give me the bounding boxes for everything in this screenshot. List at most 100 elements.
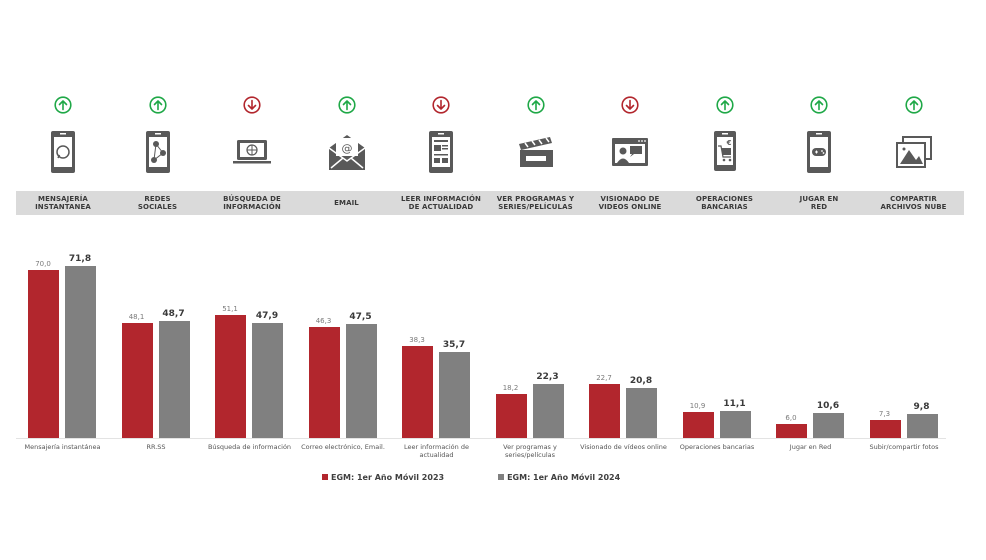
bar-2024 — [252, 323, 283, 438]
category-icon-column — [772, 96, 866, 186]
bar-2023 — [121, 322, 153, 438]
value-label-2023: 18,2 — [502, 384, 519, 393]
value-label-2023: 10,9 — [689, 401, 706, 410]
category-label-band: MENSAJERÍA INSTANTANEA REDES SOCIALES BÚSQ… — [16, 191, 964, 215]
bar-2024 — [65, 265, 96, 438]
bar-chart: 70,0 71,8 Mensajería instantánea 48,1 48,7 RR… — [16, 245, 948, 475]
value-label-2024: 9,8 — [913, 402, 930, 413]
bar-group: 6,0 10,6 Jugar en Red — [764, 245, 857, 475]
value-label-2024: 11,1 — [723, 399, 746, 410]
bar-2024 — [626, 388, 657, 438]
trend-up-arrow-icon — [54, 96, 72, 114]
chart-legend: EGM: 1er Año Móvil 2023 EGM: 1er Año Móv… — [322, 471, 620, 483]
bar-2023 — [589, 383, 620, 438]
bar-2023 — [776, 423, 807, 438]
bar-2023 — [402, 346, 433, 438]
value-label-2024: 20,8 — [629, 376, 653, 387]
bar-2023 — [308, 326, 340, 438]
category-band-label: VER PROGRAMAS Y SERIES/PELÍCULAS — [496, 195, 575, 211]
bar-group: 51,1 47,9 Búsqueda de información — [203, 245, 296, 475]
category-axis-label: Correo electrónico, Email. — [301, 443, 385, 451]
category-icon-column — [867, 96, 961, 186]
category-band-label: REDES SOCIALES — [137, 195, 178, 211]
value-label-2024: 48,7 — [162, 309, 185, 320]
video-window-icon — [608, 130, 652, 174]
svg-text:@: @ — [341, 142, 352, 155]
value-label-2023: 70,0 — [35, 260, 51, 268]
bar-group: 7,3 9,8 Subir/compartir fotos — [858, 245, 951, 475]
category-axis-label: Operaciones bancarias — [679, 443, 755, 451]
category-icon-column: @ — [300, 96, 394, 186]
bar-2024 — [158, 321, 190, 438]
category-icon-column — [394, 96, 488, 186]
gamepad-phone-icon — [797, 130, 841, 174]
bar-group: 48,1 48,7 RR.SS — [110, 245, 203, 475]
trend-up-arrow-icon — [337, 96, 356, 114]
svg-text:€: € — [725, 139, 731, 147]
category-axis-label: RR.SS — [146, 443, 166, 451]
category-band-label: JUGAR EN RED — [799, 195, 839, 211]
bar-2024 — [532, 384, 564, 438]
category-icon-column — [16, 96, 110, 186]
category-band-label: EMAIL — [334, 199, 359, 207]
category-icon-column — [489, 96, 583, 186]
legend-swatch-2023 — [322, 474, 328, 480]
x-axis-line — [16, 438, 946, 439]
category-band-label: OPERACIONES BANCARIAS — [695, 195, 754, 211]
bar-group: 70,0 71,8 Mensajería instantánea — [16, 245, 109, 475]
category-icon-column — [205, 96, 299, 186]
legend-item-2023: EGM: 1er Año Móvil 2023 — [322, 471, 444, 483]
value-label-2024: 10,6 — [816, 400, 840, 411]
value-label-2024: 47,9 — [255, 311, 279, 322]
trend-up-arrow-icon — [715, 96, 734, 114]
trend-up-arrow-icon — [810, 96, 828, 114]
bar-group: 22,7 20,8 Visionado de vídeos online — [577, 245, 670, 475]
photos-stack-icon — [892, 130, 936, 174]
value-label-2023: 48,1 — [128, 312, 145, 321]
category-axis-label: Mensajería instantánea — [24, 443, 101, 451]
category-axis-label: Búsqueda de información — [207, 443, 292, 451]
bar-group: 38,3 35,7 Leer información de actualidad — [390, 245, 483, 475]
category-axis-label: Jugar en Red — [789, 443, 832, 451]
category-icon-column — [583, 96, 677, 186]
bar-2024 — [439, 352, 470, 438]
trend-down-arrow-icon — [432, 96, 450, 114]
value-label-2024: 47,5 — [349, 312, 372, 322]
icon-row: @ € — [16, 96, 964, 186]
laptop-globe-icon — [230, 130, 274, 174]
bar-2023 — [495, 394, 527, 438]
bar-2023 — [869, 420, 901, 438]
value-label-2023: 6,0 — [785, 413, 797, 422]
category-band-label: BÚSQUEDA DE INFORMACIÓN — [223, 195, 281, 211]
bar-group: 18,2 22,3 Ver programas y series/películas — [484, 245, 577, 475]
whatsapp-phone-icon — [41, 130, 85, 174]
category-band-label: VISIONADO DE VIDEOS ONLINE — [598, 195, 662, 211]
category-axis-label: Visionado de vídeos online — [580, 443, 667, 451]
clapperboard-icon — [514, 130, 558, 174]
legend-label-2023: EGM: 1er Año Móvil 2023 — [331, 472, 445, 482]
bar-2024 — [906, 414, 938, 438]
news-phone-icon — [419, 130, 463, 174]
social-network-phone-icon — [136, 130, 180, 174]
legend-item-2024: EGM: 1er Año Móvil 2024 — [498, 471, 620, 483]
trend-down-arrow-icon — [243, 96, 261, 114]
legend-swatch-2024 — [498, 474, 505, 480]
category-axis-label: Subir/compartir fotos — [869, 443, 939, 451]
value-label-2023: 51,1 — [222, 305, 238, 314]
banking-cart-phone-icon: € — [703, 130, 747, 174]
category-axis-label: Ver programas y series/películas — [503, 443, 557, 459]
value-label-2023: 38,3 — [409, 336, 425, 345]
value-label-2024: 35,7 — [442, 340, 466, 351]
category-icon-column: € — [678, 96, 772, 186]
value-label-2024: 71,8 — [68, 253, 92, 264]
bar-2023 — [28, 270, 59, 438]
email-envelope-icon: @ — [325, 130, 369, 174]
bar-2024 — [345, 324, 377, 438]
bar-2024 — [813, 412, 844, 438]
bar-2024 — [719, 411, 751, 438]
value-label-2024: 22,3 — [536, 372, 559, 383]
value-label-2023: 46,3 — [315, 316, 332, 325]
value-label-2023: 22,7 — [596, 373, 612, 382]
category-axis-label: Leer información de actualidad — [404, 443, 469, 459]
trend-up-arrow-icon — [148, 96, 167, 114]
